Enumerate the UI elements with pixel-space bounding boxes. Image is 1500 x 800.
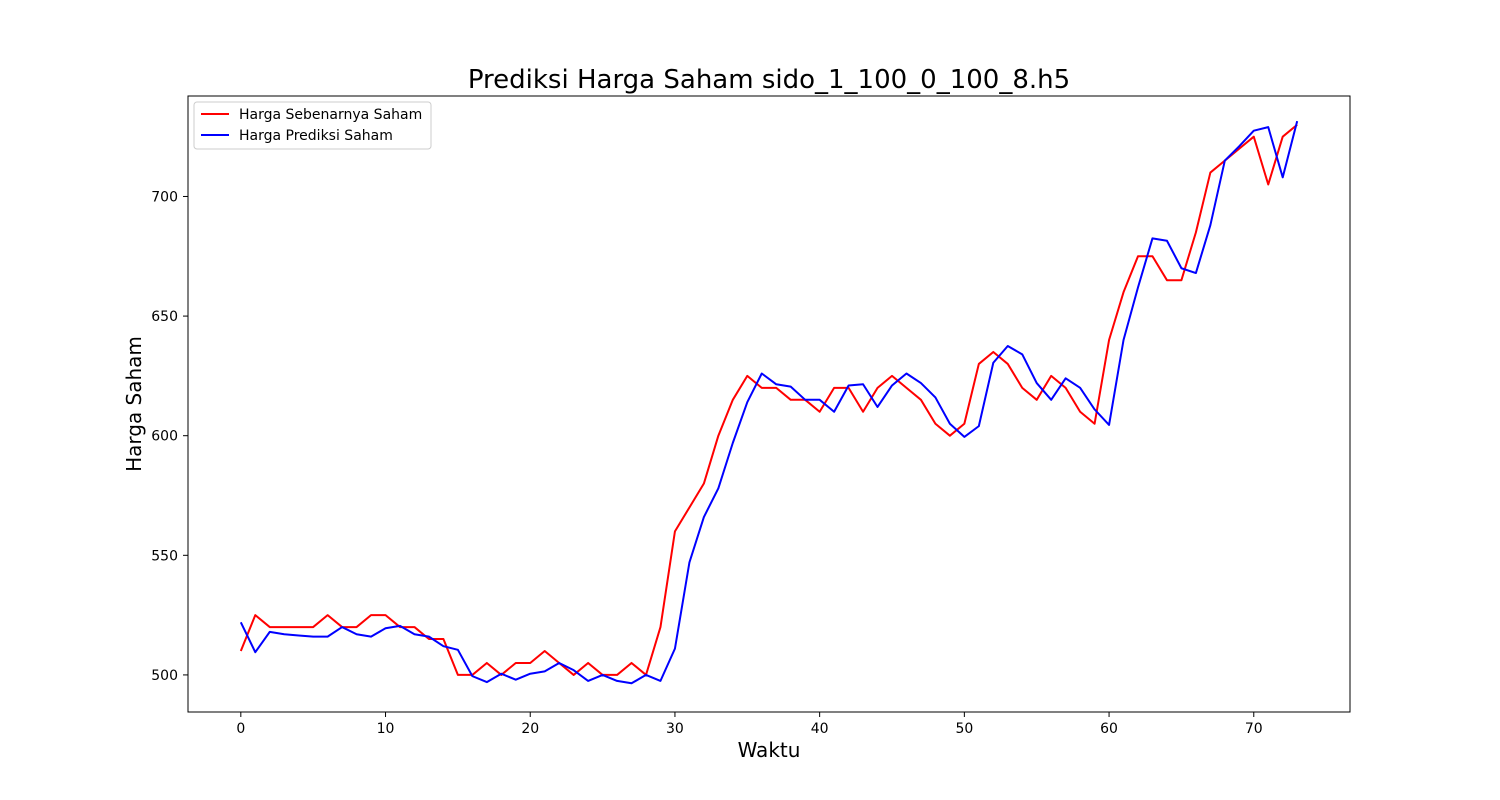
y-tick-label-600: 600: [151, 429, 178, 445]
x-tick-label-60: 60: [1100, 721, 1118, 737]
y-tick-label-550: 550: [151, 548, 178, 564]
legend: Harga Sebenarnya Saham Harga Prediksi Sa…: [193, 101, 432, 150]
y-tick-label-650: 650: [151, 309, 178, 325]
x-axis-label: Waktu: [738, 738, 801, 762]
x-axis: 0 10 20 30 40 50 60 70: [236, 712, 1263, 737]
series-line-predicted: [239, 120, 1299, 685]
chart-title: Prediksi Harga Saham sido_1_100_0_100_8.…: [468, 65, 1070, 95]
x-tick-label-70: 70: [1245, 721, 1263, 737]
y-axis-label: Harga Saham: [122, 336, 146, 472]
legend-box: [193, 101, 432, 150]
x-tick-label-50: 50: [955, 721, 973, 737]
x-tick-label-0: 0: [236, 721, 245, 737]
x-tick-label-10: 10: [377, 721, 395, 737]
series-line-actual: [239, 123, 1298, 676]
legend-label-actual: Harga Sebenarnya Saham: [239, 107, 422, 123]
legend-label-predicted: Harga Prediksi Saham: [239, 128, 393, 144]
y-tick-label-500: 500: [151, 668, 178, 684]
plot-area-frame: [187, 95, 1351, 713]
x-tick-label-20: 20: [521, 721, 539, 737]
y-axis: 500 550 600 650 700: [151, 189, 188, 684]
x-tick-label-30: 30: [666, 721, 684, 737]
x-tick-label-40: 40: [811, 721, 829, 737]
y-tick-label-700: 700: [151, 189, 178, 205]
series-lines: [239, 120, 1299, 685]
